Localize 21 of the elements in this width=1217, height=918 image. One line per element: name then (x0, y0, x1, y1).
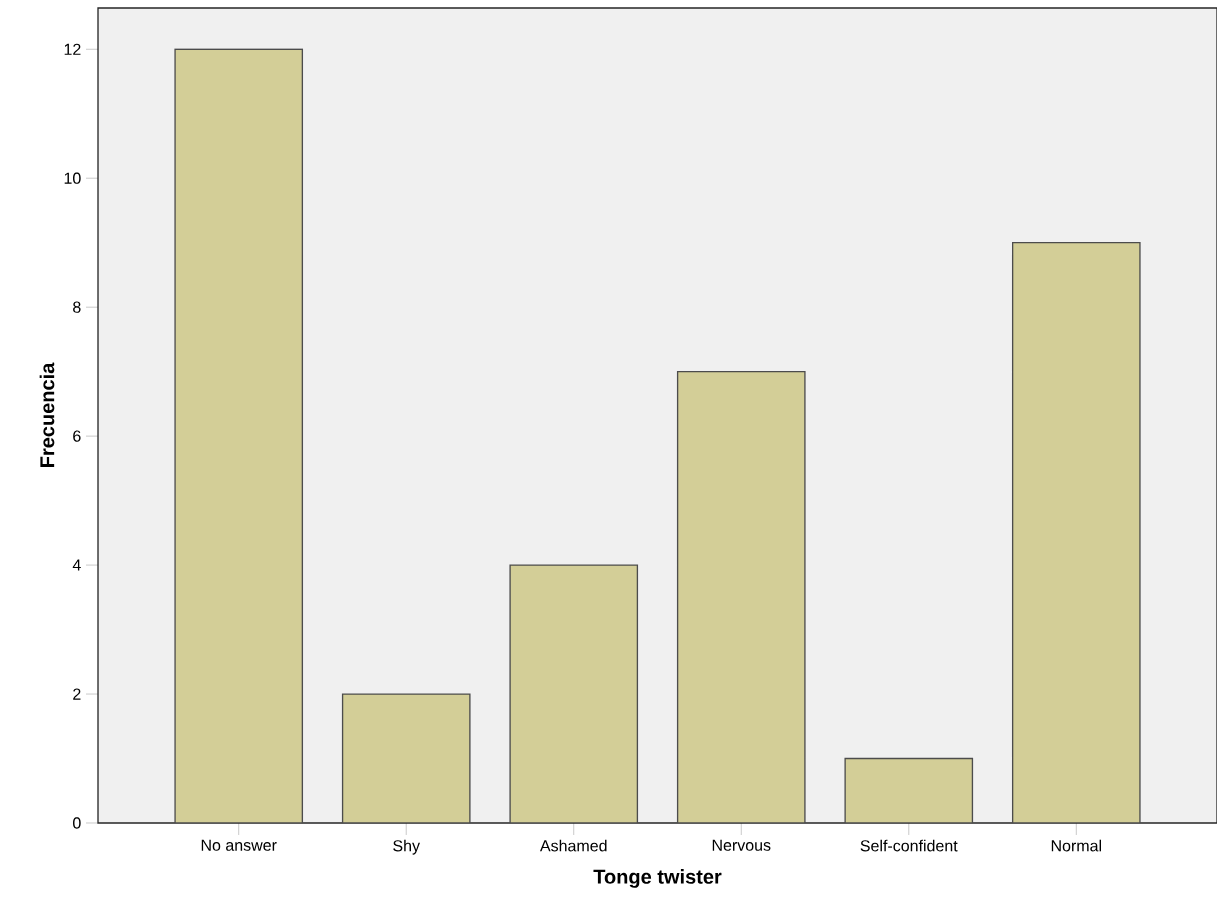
bar (174, 48, 304, 823)
x-tick-label: Shy (393, 839, 420, 855)
x-tick-label: Self-confident (860, 839, 958, 852)
y-tick-label: 4 (72, 559, 81, 571)
bar (1011, 242, 1141, 823)
y-tick-label: 6 (73, 430, 81, 442)
bar (676, 370, 806, 823)
x-tick-label: Normal (1051, 839, 1102, 852)
y-axis-title: Frecuencia (39, 362, 55, 467)
bar (510, 565, 638, 823)
y-tick-label: 10 (64, 172, 81, 184)
x-axis-title: Tonge twister (593, 869, 722, 888)
y-tick-label: 12 (64, 43, 81, 55)
bar (844, 757, 974, 823)
y-tick-label: 0 (73, 817, 81, 829)
x-tick-label: No answer (201, 839, 277, 851)
x-tick-label: Ashamed (539, 839, 607, 852)
y-tick-label: 8 (73, 301, 81, 313)
y-tick-label: 2 (73, 688, 81, 700)
bar (341, 693, 471, 823)
x-tick-label: Nervous (712, 839, 771, 851)
